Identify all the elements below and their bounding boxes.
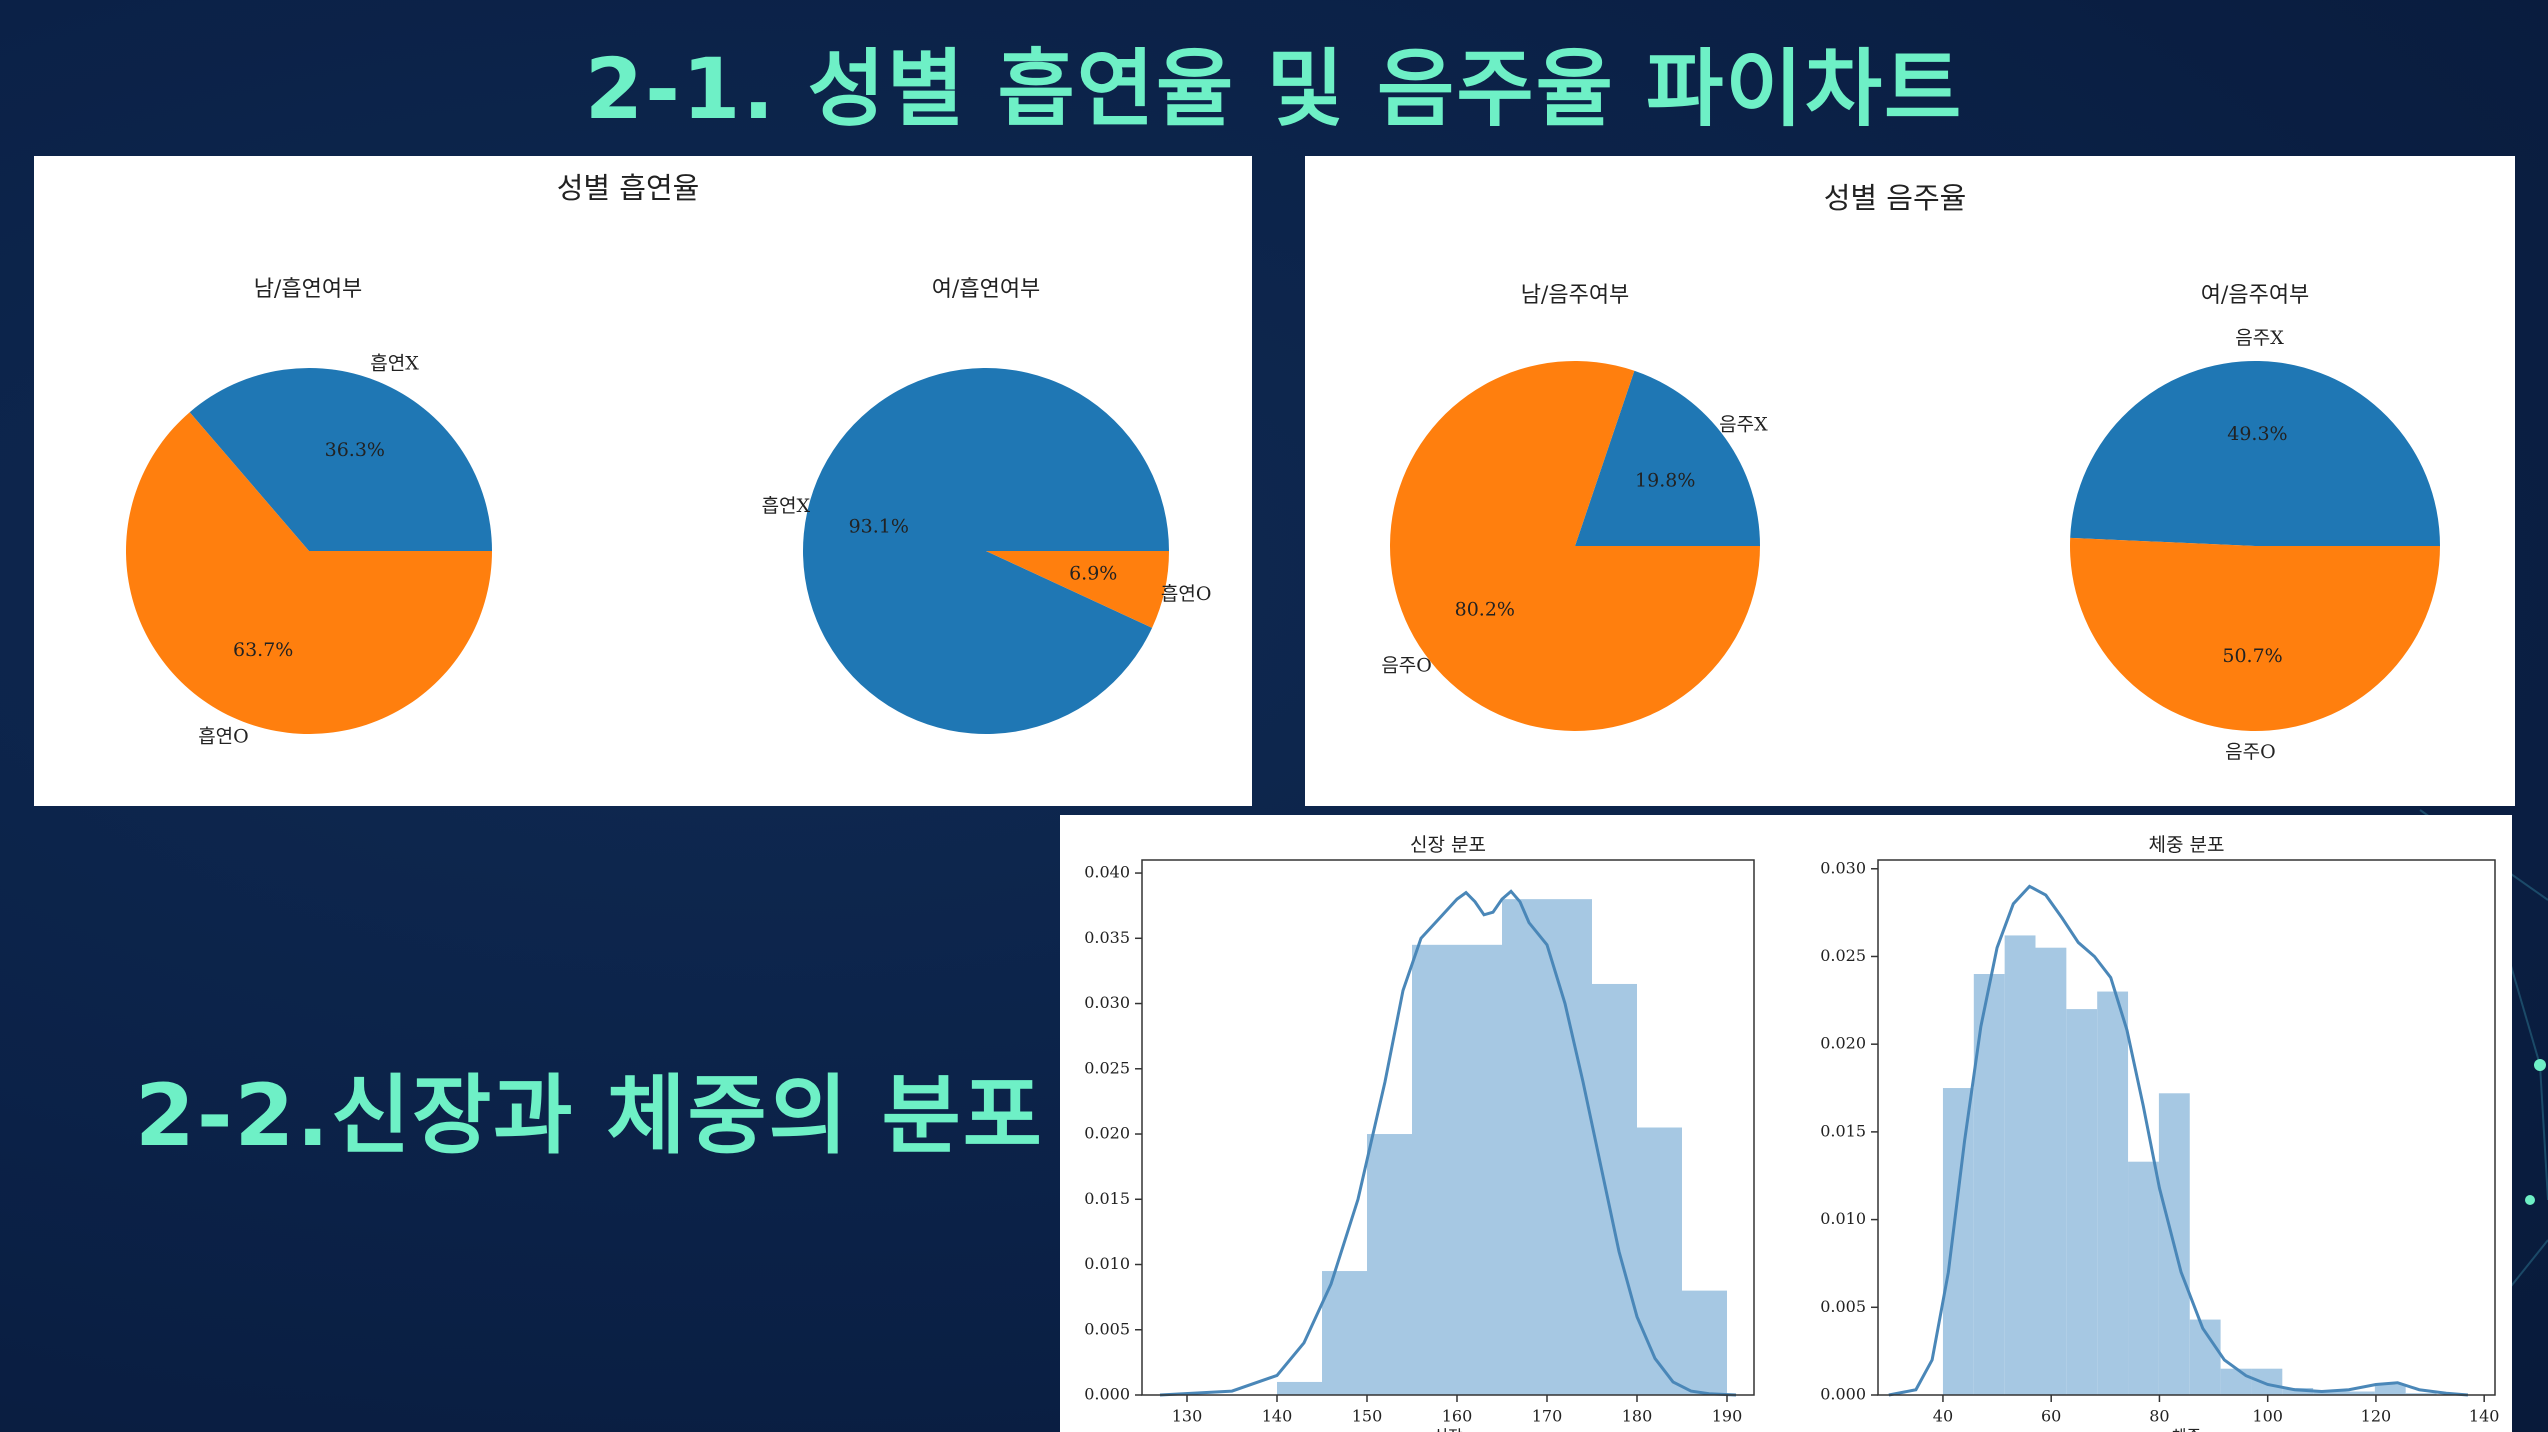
hist-bar [1367, 1134, 1412, 1395]
pct-label: 93.1% [849, 515, 909, 537]
section-title-distribution: 2-2.신장과 체중의 분포 [135, 1045, 1044, 1170]
hist-bar [2375, 1384, 2406, 1395]
y-tick-label: 0.005 [1084, 1319, 1130, 1338]
y-tick-label: 0.005 [1820, 1297, 1866, 1316]
y-tick-label: 0.035 [1084, 928, 1130, 947]
hist-bar [1943, 1088, 1974, 1395]
slice-label: 흡연X [762, 495, 811, 517]
subplot-title-female: 여/음주여부 [2201, 283, 2310, 308]
y-tick-label: 0.025 [1820, 946, 1866, 965]
pie-slice [2070, 361, 2440, 546]
hist-bar [2221, 1369, 2252, 1395]
y-tick-label: 0.015 [1084, 1189, 1130, 1208]
y-tick-label: 0.000 [1820, 1385, 1866, 1404]
slide-title: 2-1. 성별 흡연율 및 음주율 파이차트 [0, 22, 2548, 143]
hist-bar [1457, 945, 1502, 1395]
hist-bar [2035, 948, 2066, 1395]
slice-label: 음주X [2235, 327, 2284, 349]
x-tick-label: 180 [1622, 1407, 1653, 1426]
hist-bar [2128, 1162, 2159, 1395]
chart-title: 신장 분포 [1410, 834, 1486, 856]
slice-label: 음주O [2225, 741, 2276, 763]
x-tick-label: 60 [2041, 1407, 2061, 1426]
x-axis-label: 신장 [1433, 1427, 1463, 1432]
hist-bar [1547, 899, 1592, 1395]
distribution-panel: 130 140 150 160 170 180 190 0.000 0.005 0.010 0.01… [1060, 815, 2512, 1432]
slice-label: 음주X [1719, 413, 1768, 435]
drinking-pie-chart: 성별 음주율 남/음주여부 여/음주여부 19.8% 음주X 80.2% 음주O 49… [1305, 156, 2515, 806]
slice-label: 음주O [1381, 655, 1432, 677]
subplot-title-female: 여/흡연여부 [932, 277, 1041, 302]
distribution-charts: 130 140 150 160 170 180 190 0.000 0.005 0.010 0.01… [1060, 815, 2512, 1432]
x-tick-label: 40 [1933, 1407, 1953, 1426]
x-axis-label: 체중 [2172, 1427, 2201, 1432]
x-tick-label: 140 [1262, 1407, 1293, 1426]
x-tick-label: 100 [2252, 1407, 2283, 1426]
chart-title: 성별 흡연율 [557, 171, 700, 205]
x-tick-label: 140 [2469, 1407, 2500, 1426]
y-tick-label: 0.030 [1084, 993, 1130, 1012]
hist-bar [2005, 935, 2036, 1395]
network-node [2525, 1195, 2535, 1205]
pct-label: 36.3% [325, 439, 385, 461]
slice-label: 흡연O [1161, 583, 1212, 605]
x-tick-label: 190 [1712, 1407, 1743, 1426]
x-tick-label: 170 [1532, 1407, 1563, 1426]
pie-slice [2070, 538, 2440, 731]
y-tick-label: 0.020 [1820, 1034, 1866, 1053]
y-tick-label: 0.015 [1820, 1121, 1866, 1140]
subplot-title-male: 남/흡연여부 [254, 277, 363, 302]
hist-bar [2066, 1009, 2097, 1395]
y-tick-label: 0.025 [1084, 1058, 1130, 1077]
slice-label: 흡연O [198, 725, 249, 747]
y-tick-label: 0.000 [1084, 1385, 1130, 1404]
pct-label: 49.3% [2227, 423, 2287, 445]
hist-bar [1637, 1128, 1682, 1396]
hist-bar [1682, 1291, 1727, 1395]
network-node [2534, 1059, 2546, 1071]
pct-label: 50.7% [2222, 645, 2282, 667]
x-tick-label: 160 [1442, 1407, 1473, 1426]
hist-bar [1502, 899, 1547, 1395]
hist-bar [1592, 984, 1637, 1395]
y-tick-label: 0.010 [1820, 1209, 1866, 1228]
x-tick-label: 130 [1172, 1407, 1203, 1426]
pct-label: 63.7% [233, 639, 293, 661]
pct-label: 19.8% [1635, 469, 1695, 491]
smoking-pie-panel: 성별 흡연율 남/흡연여부 여/흡연여부 36.3% 흡연X 63.7% 흡연O 93… [34, 156, 1252, 806]
hist-bar [2097, 992, 2128, 1395]
y-tick-label: 0.030 [1820, 858, 1866, 877]
smoking-pie-chart: 성별 흡연율 남/흡연여부 여/흡연여부 36.3% 흡연X 63.7% 흡연O 93… [34, 156, 1252, 806]
x-tick-label: 80 [2149, 1407, 2169, 1426]
hist-bar [2251, 1369, 2282, 1395]
pct-label: 6.9% [1069, 563, 1117, 585]
slice-label: 흡연X [370, 353, 419, 375]
y-tick-label: 0.010 [1084, 1254, 1130, 1273]
pct-label: 80.2% [1455, 599, 1515, 621]
chart-title: 성별 음주율 [1824, 181, 1967, 215]
y-tick-label: 0.020 [1084, 1124, 1130, 1143]
x-tick-label: 150 [1352, 1407, 1383, 1426]
chart-title: 체중 분포 [2149, 834, 2225, 856]
hist-bar [1412, 945, 1457, 1395]
y-tick-label: 0.040 [1084, 863, 1130, 882]
x-tick-label: 120 [2361, 1407, 2392, 1426]
drinking-pie-panel: 성별 음주율 남/음주여부 여/음주여부 19.8% 음주X 80.2% 음주O 49… [1305, 156, 2515, 806]
subplot-title-male: 남/음주여부 [1521, 283, 1630, 308]
hist-bar [1277, 1382, 1322, 1395]
